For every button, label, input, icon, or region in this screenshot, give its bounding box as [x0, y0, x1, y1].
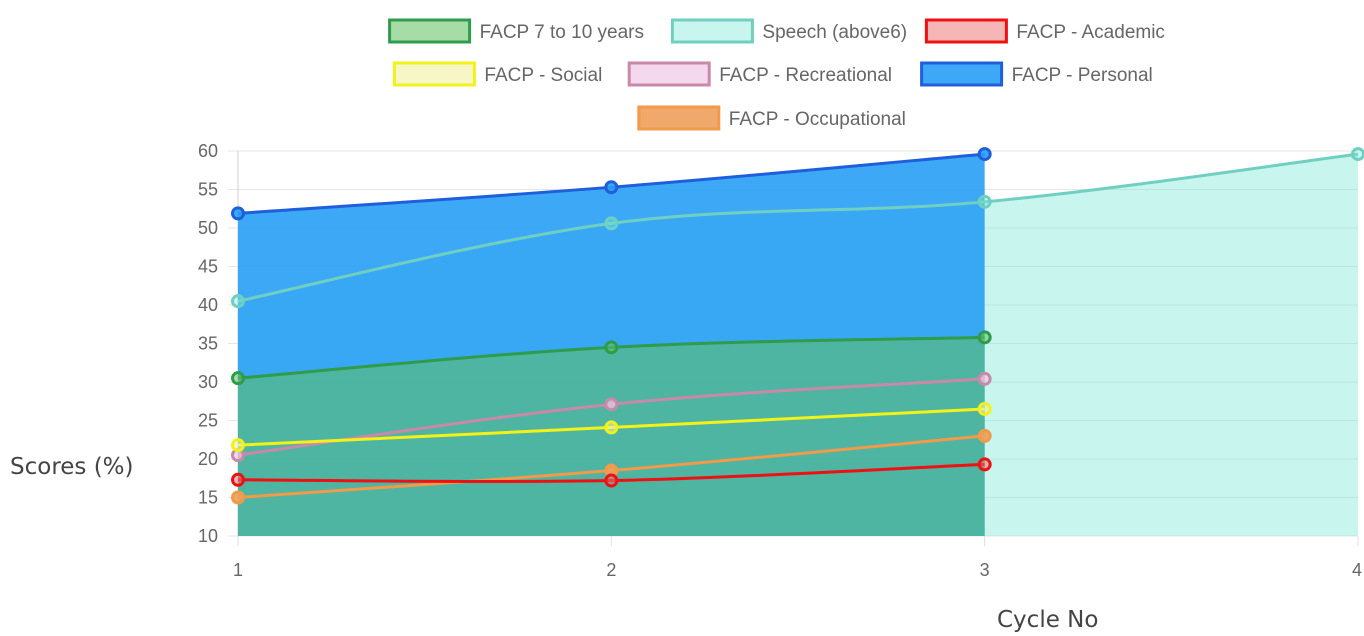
legend-item-facp-7-to-10-years[interactable]: FACP 7 to 10 years [388, 18, 644, 44]
line-speech-above6 [237, 152, 1359, 303]
y-tick-label: 15 [198, 488, 218, 508]
point-facp-personal[interactable] [604, 180, 619, 195]
point-facp-occupational[interactable] [231, 490, 245, 505]
point-facp-7-to-10-years[interactable] [231, 371, 245, 386]
legend-label: FACP - Personal [1012, 65, 1153, 86]
point-facp-personal[interactable] [977, 147, 992, 162]
legend-item-facp-recreational[interactable]: FACP - Recreational [627, 61, 892, 87]
y-tick-label: 40 [198, 295, 218, 315]
legend-item-facp-social[interactable]: FACP - Social [392, 61, 602, 87]
legend-swatch [627, 61, 711, 87]
point-facp-academic[interactable] [231, 472, 245, 487]
x-tick-label: 3 [980, 560, 990, 580]
point-speech-above6[interactable] [604, 216, 619, 231]
x-tick-label: 4 [1352, 560, 1362, 580]
legend-item-facp-academic[interactable]: FACP - Academic [924, 18, 1165, 44]
legend-label: FACP - Recreational [719, 65, 892, 86]
legend-swatch [670, 18, 754, 44]
point-facp-social[interactable] [604, 420, 619, 435]
point-facp-social[interactable] [977, 401, 992, 416]
legend-label: FACP - Academic [1016, 22, 1165, 43]
point-facp-academic[interactable] [977, 457, 992, 472]
point-facp-occupational[interactable] [977, 428, 992, 443]
legend-label: Speech (above6) [762, 22, 907, 43]
legend-label: FACP - Social [484, 65, 602, 86]
point-facp-academic[interactable] [604, 473, 619, 488]
point-speech-above6[interactable] [231, 294, 245, 309]
area-facp-7-to-10-years [238, 337, 985, 536]
point-facp-7-to-10-years[interactable] [977, 330, 992, 345]
legend-item-facp-occupational[interactable]: FACP - Occupational [637, 105, 906, 131]
point-facp-personal[interactable] [231, 206, 245, 221]
legend-item-speech-above6[interactable]: Speech (above6) [670, 18, 907, 44]
y-tick-label: 25 [198, 411, 218, 431]
legend-item-facp-personal[interactable]: FACP - Personal [920, 61, 1153, 87]
legend-swatch [924, 18, 1008, 44]
y-tick-label: 30 [198, 372, 218, 392]
legend-label: FACP 7 to 10 years [480, 22, 644, 43]
point-speech-above6[interactable] [977, 194, 992, 209]
y-tick-label: 50 [198, 218, 218, 238]
point-speech-above6[interactable] [1351, 147, 1364, 162]
y-tick-label: 60 [198, 141, 218, 161]
x-tick-label: 1 [233, 560, 243, 580]
legend-swatch [920, 61, 1004, 87]
legend-swatch [388, 18, 472, 44]
point-facp-social[interactable] [231, 438, 245, 453]
x-tick-label: 2 [606, 560, 616, 580]
point-facp-7-to-10-years[interactable] [604, 340, 619, 355]
y-tick-label: 55 [198, 180, 218, 200]
series-points [231, 147, 1364, 505]
point-facp-recreational[interactable] [604, 397, 619, 412]
tick-labels: 10 15 20 25 30 35 40 45 50 55 60 1 2 3 4 [198, 141, 1362, 580]
x-axis-title: Cycle No [997, 607, 1098, 633]
legend-swatch [637, 105, 721, 131]
legend: FACP 7 to 10 years Speech (above6) FACP - … [388, 18, 1165, 131]
legend-label: FACP - Occupational [729, 109, 906, 130]
legend-swatch [392, 61, 476, 87]
y-tick-label: 20 [198, 449, 218, 469]
y-axis-title: Scores (%) [10, 454, 134, 480]
y-tick-label: 45 [198, 257, 218, 277]
y-tick-label: 35 [198, 334, 218, 354]
point-facp-recreational[interactable] [977, 371, 992, 386]
y-tick-label: 10 [198, 526, 218, 546]
